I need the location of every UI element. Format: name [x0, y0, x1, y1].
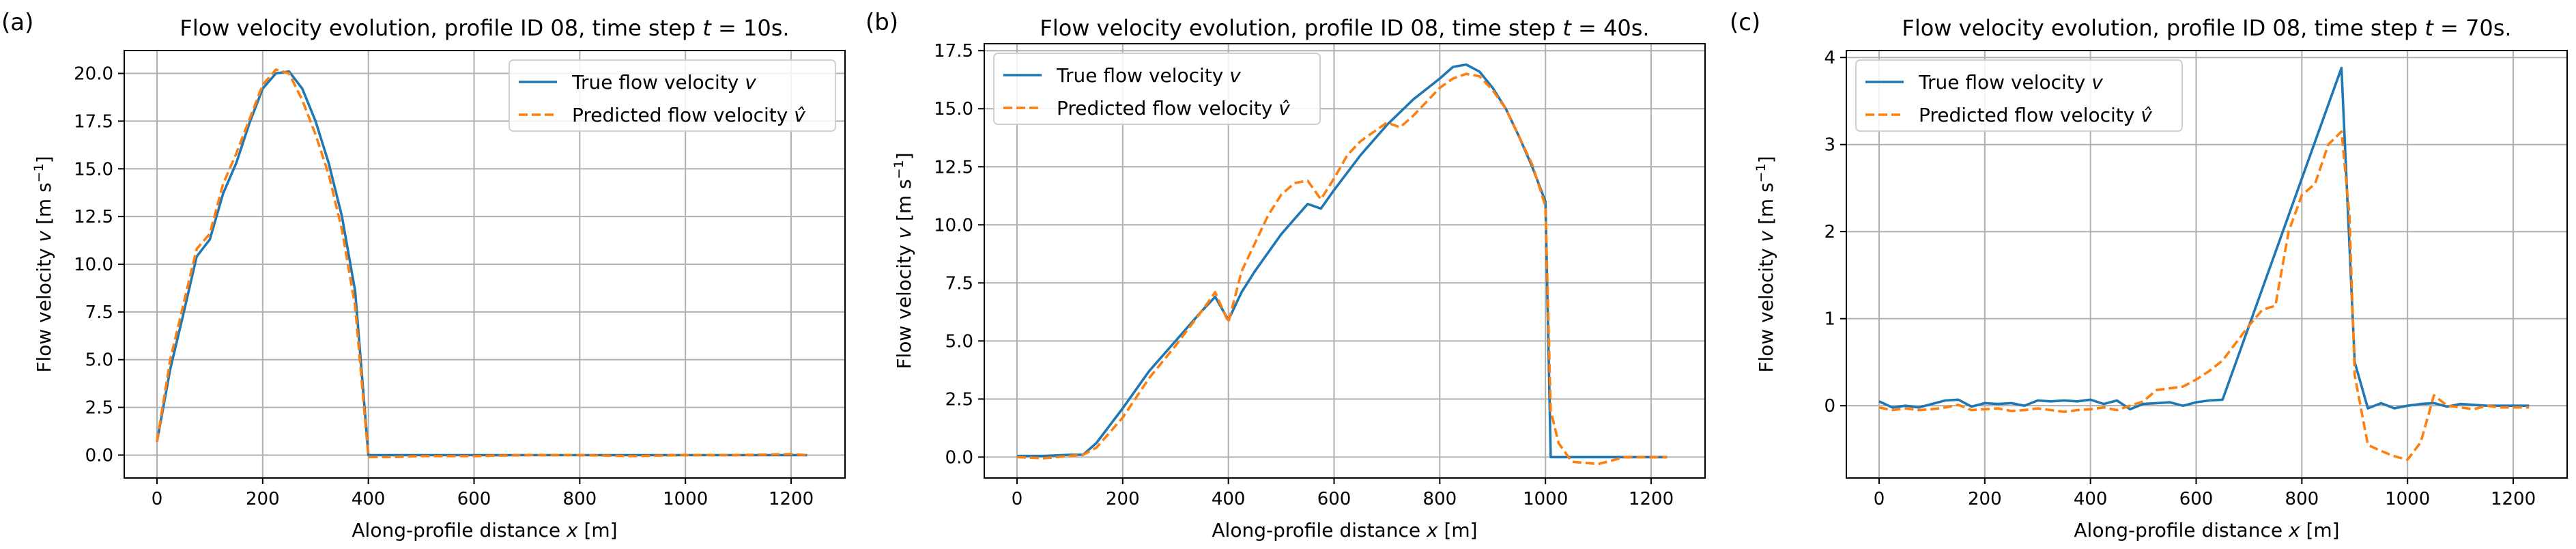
panel-label: (a) [1, 9, 33, 36]
x-axis-label: Along-profile distance x [m] [1212, 519, 1477, 541]
chart-title: Flow velocity evolution, profile ID 08, … [1040, 15, 1649, 41]
panel-label: (c) [1730, 9, 1760, 36]
legend-true-label: True flow velocity v [1056, 64, 1241, 87]
x-tick-label: 1000 [2385, 489, 2430, 509]
x-tick-label: 200 [1106, 489, 1140, 509]
legend-predicted-label: Predicted flow velocity v̂ [1919, 104, 2152, 126]
x-tick-label: 200 [1968, 489, 2002, 509]
x-tick-label: 600 [457, 489, 491, 509]
x-tick-label: 1000 [1523, 489, 1568, 509]
y-axis-label: Flow velocity v [m s−1] [891, 152, 915, 369]
chart-panel-3: 0 200 400 600 800 1000 1200 0 1 2 3 4 Flow velocity … [1730, 9, 2568, 541]
x-tick-label: 800 [2285, 489, 2319, 509]
chart-panel-1: 0 200 400 600 800 1000 1200 0.0 2.5 5.0 7.5 10.0 12.… [1, 9, 846, 541]
chart-title: Flow velocity evolution, profile ID 08, … [180, 15, 789, 41]
x-tick-label: 600 [1317, 489, 1351, 509]
y-tick-label: 17.5 [74, 111, 113, 132]
y-tick-label: 3 [1824, 135, 1835, 156]
x-axis-label: Along-profile distance x [m] [2074, 519, 2339, 541]
y-tick-label: 0.0 [85, 445, 113, 466]
x-tick-label: 600 [2179, 489, 2214, 509]
y-tick-label: 2 [1824, 222, 1835, 242]
x-tick-label: 0 [152, 489, 163, 509]
legend-box [1855, 59, 2183, 132]
chart-title: Flow velocity evolution, profile ID 08, … [1902, 15, 2511, 41]
predicted-velocity-line [1878, 130, 2530, 462]
x-tick-label: 1200 [769, 489, 814, 509]
x-tick-label: 400 [352, 489, 386, 509]
y-tick-label: 0.0 [945, 447, 973, 468]
axes-frame [984, 43, 1706, 479]
legend-true-label: True flow velocity v [1918, 71, 2103, 94]
legend-true-label: True flow velocity v [571, 71, 756, 94]
y-axis-label: Flow velocity v [m s−1] [31, 156, 55, 372]
legend: True flow velocity v Predicted flow veloc… [993, 53, 1321, 125]
x-tick-label: 800 [1423, 489, 1457, 509]
x-tick-label: 1000 [663, 489, 708, 509]
y-tick-label: 10.0 [934, 215, 973, 236]
legend: True flow velocity v Predicted flow veloc… [1855, 59, 2183, 132]
y-tick-label: 1 [1824, 309, 1835, 330]
chart-panel-2: 0 200 400 600 800 1000 1200 0.0 2.5 5.0 7.5 10.0 12.… [865, 9, 1706, 541]
y-tick-label: 0 [1824, 396, 1835, 417]
x-tick-label: 400 [2074, 489, 2108, 509]
legend: True flow velocity v Predicted flow veloc… [509, 59, 836, 132]
legend-box [509, 59, 836, 132]
y-tick-label: 4 [1824, 48, 1835, 68]
x-tick-label: 1200 [1629, 489, 1674, 509]
legend-box [993, 53, 1321, 125]
axes-frame [1846, 50, 2568, 479]
y-axis-label: Flow velocity v [m s−1] [1754, 156, 1777, 372]
x-tick-label: 200 [246, 489, 280, 509]
legend-predicted-label: Predicted flow velocity v̂ [1057, 97, 1290, 119]
y-tick-label: 12.5 [934, 157, 973, 178]
y-tick-label: 2.5 [945, 389, 973, 410]
y-tick-label: 20.0 [74, 64, 113, 85]
y-tick-label: 7.5 [85, 302, 113, 323]
y-tick-label: 7.5 [945, 273, 973, 294]
panel-label: (b) [865, 9, 898, 36]
x-axis-label: Along-profile distance x [m] [352, 519, 617, 541]
x-tick-label: 0 [1874, 489, 1885, 509]
y-tick-label: 5.0 [945, 331, 973, 352]
y-tick-label: 15.0 [934, 99, 973, 119]
predicted-velocity-line [156, 68, 807, 459]
y-tick-label: 2.5 [85, 398, 113, 419]
y-tick-label: 10.0 [74, 255, 113, 275]
y-tick-label: 17.5 [934, 41, 973, 61]
x-tick-label: 0 [1012, 489, 1023, 509]
y-tick-label: 12.5 [74, 207, 113, 227]
x-tick-label: 400 [1212, 489, 1246, 509]
y-tick-label: 5.0 [85, 350, 113, 371]
x-tick-label: 1200 [2491, 489, 2536, 509]
x-tick-label: 800 [563, 489, 597, 509]
predicted-velocity-line [1016, 72, 1668, 466]
legend-predicted-label: Predicted flow velocity v̂ [572, 104, 805, 126]
true-velocity-line [1878, 66, 2530, 411]
y-tick-label: 15.0 [74, 159, 113, 180]
